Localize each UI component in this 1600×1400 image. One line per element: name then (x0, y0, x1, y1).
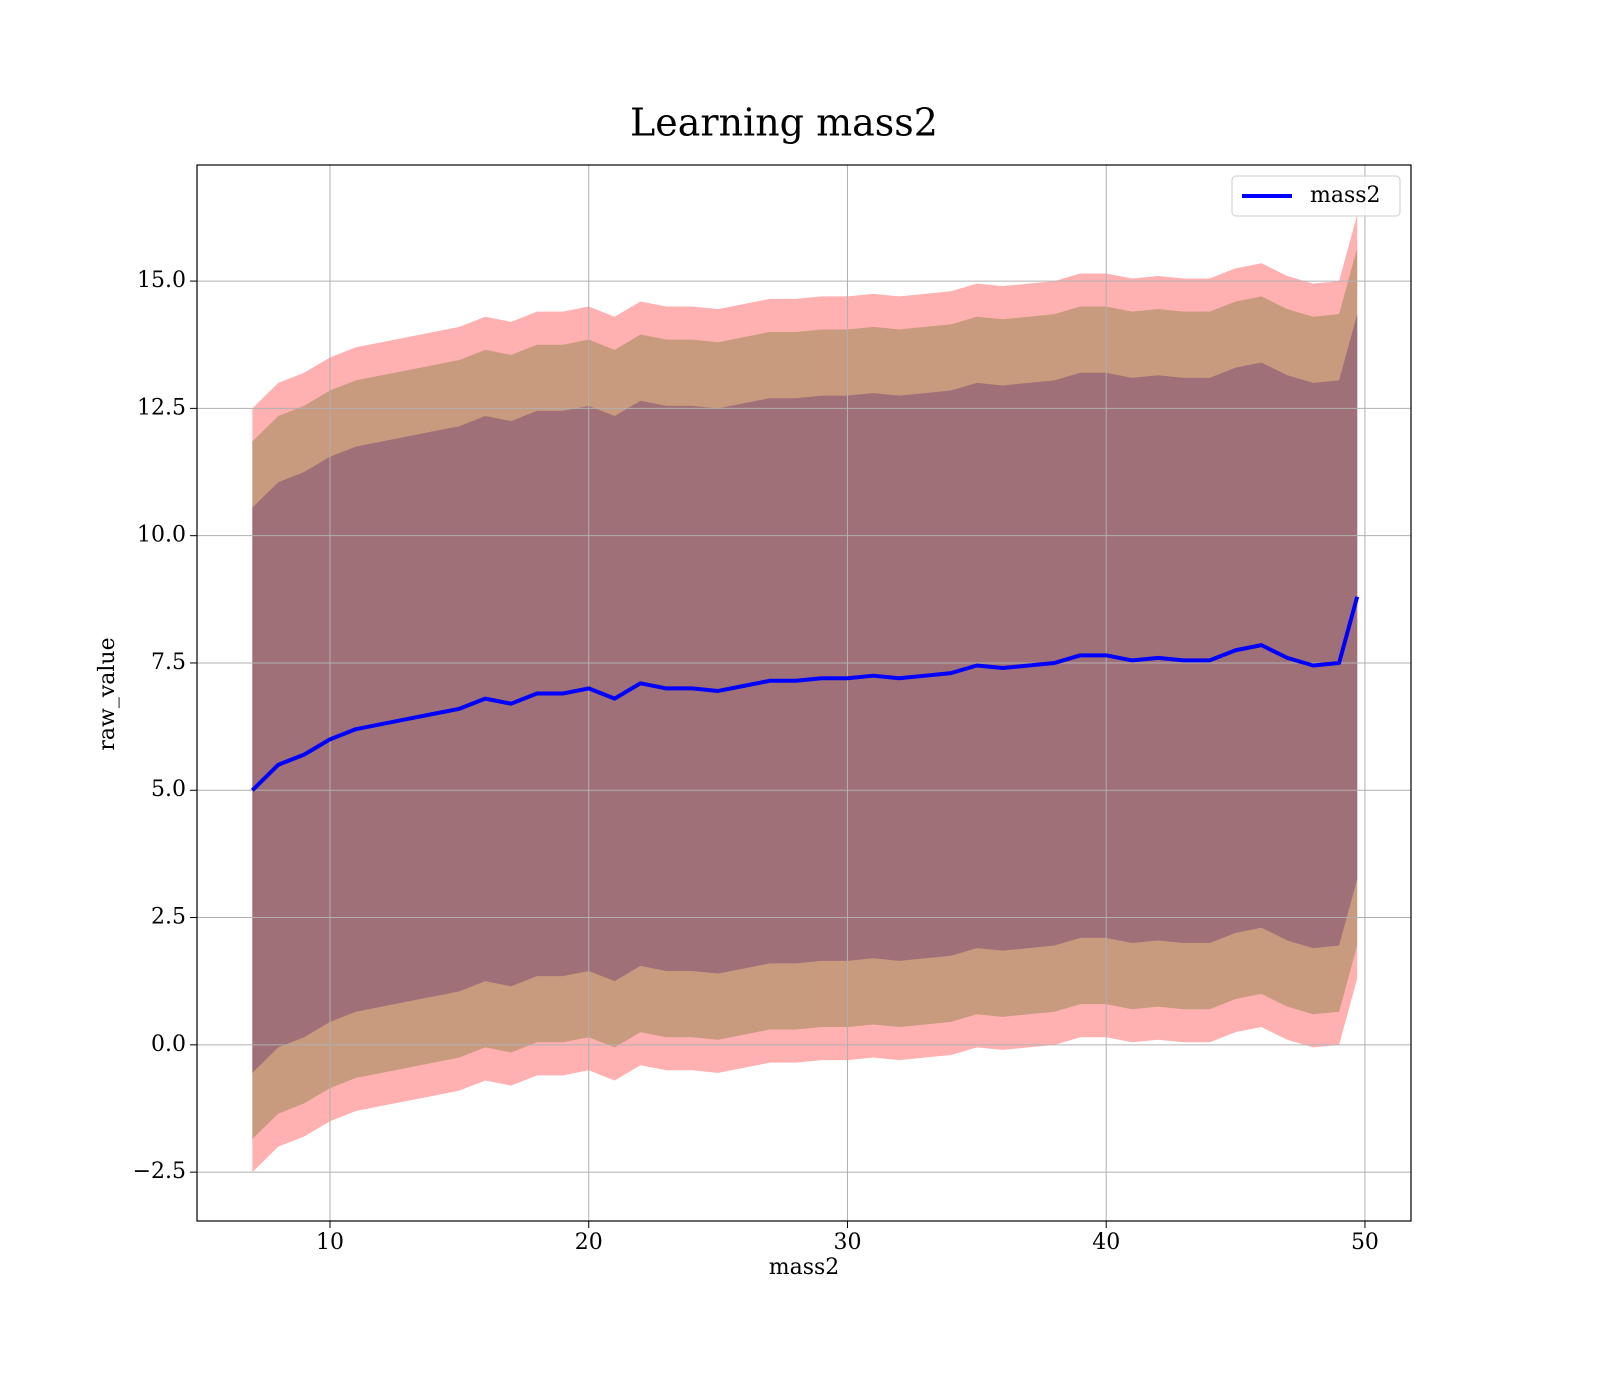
y-tick-label: 0.0 (151, 1032, 186, 1057)
legend-box (1231, 175, 1401, 217)
y-tick-label: 7.5 (151, 650, 186, 675)
x-axis-label: mass2 (769, 1255, 840, 1280)
y-tick-label: 5.0 (151, 777, 186, 802)
chart-title: Learning mass2 (630, 101, 938, 145)
x-tick-label: 10 (316, 1230, 344, 1255)
x-tick-label: 20 (575, 1230, 603, 1255)
legend-label: mass2 (1310, 183, 1381, 208)
y-tick-label: 15.0 (137, 268, 186, 293)
band (252, 314, 1358, 1073)
plot-frame (196, 164, 1412, 1222)
y-tick-label: 12.5 (137, 395, 186, 420)
y-tick-label: 2.5 (151, 905, 186, 930)
y-tick-label: −2.5 (133, 1159, 186, 1184)
x-tick-label: 50 (1351, 1230, 1379, 1255)
y-tick-label: 10.0 (137, 523, 186, 548)
x-tick-label: 30 (833, 1230, 861, 1255)
line (250, 596, 1360, 792)
x-tick-label: 40 (1092, 1230, 1120, 1255)
y-axis-label: raw_value (95, 637, 120, 750)
